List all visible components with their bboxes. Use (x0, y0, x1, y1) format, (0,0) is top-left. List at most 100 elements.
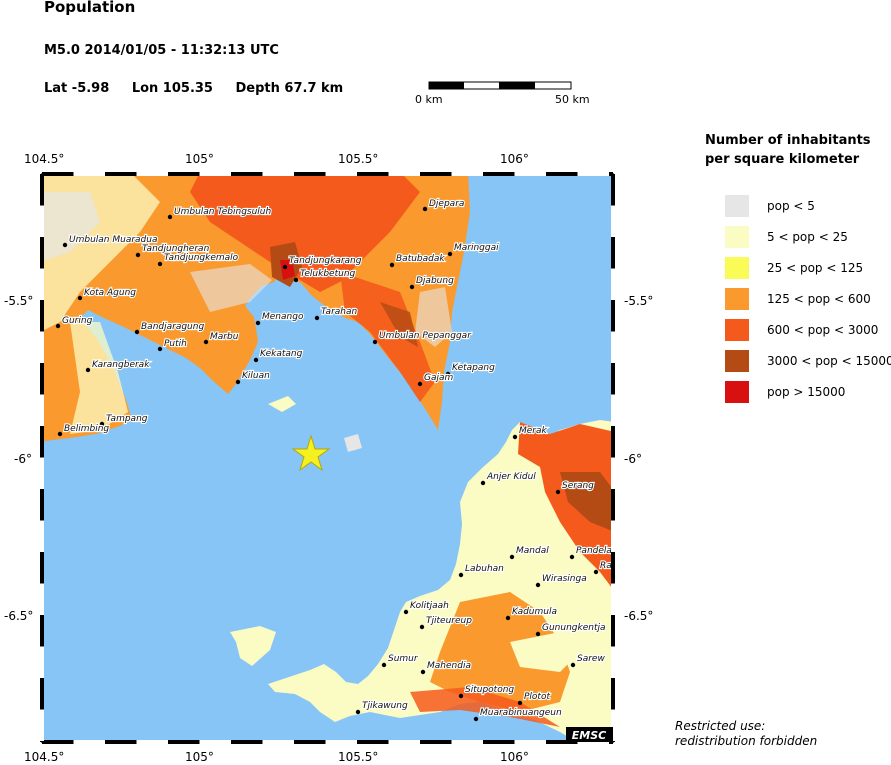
place-marker-icon (167, 214, 173, 220)
x-tick-top-4: 106° (500, 152, 529, 166)
place-marker-icon (203, 339, 209, 345)
legend-swatch (725, 226, 749, 248)
x-tick-top-2: 105° (185, 152, 214, 166)
place-label: Putih (164, 339, 187, 349)
place-marker-icon (99, 421, 105, 427)
place-marker-icon (480, 480, 486, 486)
place-label: Karangberak (92, 360, 150, 370)
place-marker-icon (389, 262, 395, 268)
legend-item: 25 < pop < 125 (725, 257, 891, 279)
scale-end-label: 50 km (555, 93, 590, 106)
legend-label: 600 < pop < 3000 (767, 323, 879, 337)
land-sumatra-empty (42, 192, 100, 262)
place-label: Belimbing (64, 424, 109, 434)
place-marker-icon (505, 615, 511, 621)
x-tick-bottom-4: 106° (500, 750, 529, 764)
place-label: Umbulan Tebingsuluh (174, 207, 272, 217)
legend-swatch (725, 288, 749, 310)
place-marker-icon (447, 251, 453, 257)
place-label: Pandelang (576, 546, 615, 556)
legend-label: 5 < pop < 25 (767, 230, 848, 244)
place-label: Tjiteureup (426, 616, 472, 626)
place-label: Kiluan (242, 371, 270, 381)
place-marker-icon (555, 489, 561, 495)
legend-label: pop > 15000 (767, 385, 846, 399)
place-marker-icon (458, 693, 464, 699)
legend-swatch (725, 195, 749, 217)
place-label: Kolitjaah (410, 601, 449, 611)
legend-label: 125 < pop < 600 (767, 292, 871, 306)
place-marker-icon (509, 554, 515, 560)
place-marker-icon (420, 669, 426, 675)
place-label: Tjikawung (362, 701, 408, 711)
place-label: Kekatang (260, 349, 303, 359)
legend-swatch (725, 350, 749, 372)
y-tick-left-1: -5.5° (4, 294, 34, 308)
longitude: Lon 105.35 (131, 81, 213, 96)
place-marker-icon (253, 357, 259, 363)
place-label: Tampang (106, 414, 148, 424)
event-summary: M5.0 2014/01/05 - 11:32:13 UTC (44, 43, 279, 58)
place-label: Ra (600, 561, 612, 571)
x-tick-bottom-2: 105° (185, 750, 214, 764)
place-marker-icon (381, 662, 387, 668)
place-label: Tandjungheran (142, 244, 210, 254)
place-label: Situpotong (465, 685, 514, 695)
place-label: Maringgai (454, 243, 499, 253)
place-marker-icon (355, 709, 361, 715)
place-label: Djepara (429, 199, 464, 209)
place-label: Serang (562, 481, 594, 491)
y-tick-right-2: -6° (624, 452, 642, 466)
place-label: Mahendia (427, 661, 471, 671)
legend-swatch (725, 257, 749, 279)
place-marker-icon (445, 371, 451, 377)
x-tick-top-3: 105.5° (338, 152, 379, 166)
place-label: Mandal (516, 546, 549, 556)
y-tick-right-1: -5.5° (624, 294, 654, 308)
y-tick-left-2: -6° (14, 452, 32, 466)
footnote-line1: Restricted use: (675, 719, 766, 733)
place-marker-icon (593, 569, 599, 575)
footnote-line2: redistribution forbidden (675, 734, 818, 748)
place-marker-icon (135, 252, 141, 258)
place-label: Menango (262, 312, 304, 322)
place-marker-icon (372, 339, 378, 345)
place-label: Sarew (577, 654, 605, 664)
place-marker-icon (569, 554, 575, 560)
place-label: Ketapang (452, 363, 495, 373)
place-label: Gunungkentja (542, 623, 606, 633)
scale-bar (428, 81, 572, 90)
watermark-box (566, 727, 613, 742)
legend-item: 5 < pop < 25 (725, 226, 891, 248)
legend-label: 3000 < pop < 15000 (767, 354, 891, 368)
place-marker-icon (57, 431, 63, 437)
epicenter-star-icon (291, 434, 331, 472)
place-marker-icon (419, 624, 425, 630)
place-label: Marbu (210, 332, 239, 342)
place-marker-icon (535, 631, 541, 637)
place-label: Tandjungkemalo (164, 253, 239, 263)
place-marker-icon (409, 284, 415, 290)
place-marker-icon (235, 379, 241, 385)
place-marker-icon (517, 700, 523, 706)
place-label: Labuhan (465, 564, 504, 574)
place-marker-icon (417, 381, 423, 387)
place-label: Gajam (424, 373, 454, 383)
place-label: Kadumula (512, 607, 557, 617)
place-label: Kota Agung (84, 288, 136, 298)
land-lampung-urban (190, 174, 420, 292)
legend-swatch (725, 319, 749, 341)
place-label: Tandjungkarang (289, 256, 362, 266)
legend-swatch (725, 381, 749, 403)
scale-start-label: 0 km (415, 93, 443, 106)
place-label: Umbulan Muaradua (69, 235, 157, 245)
place-marker-icon (55, 323, 61, 329)
place-marker-icon (293, 277, 299, 283)
y-tick-right-3: -6.5° (624, 609, 654, 623)
x-tick-bottom-3: 105.5° (338, 750, 379, 764)
legend-label: pop < 5 (767, 199, 815, 213)
place-label: Batubadak (396, 254, 445, 264)
place-label: Telukbetung (300, 269, 356, 279)
place-marker-icon (512, 434, 518, 440)
legend-item: pop < 5 (725, 195, 891, 217)
